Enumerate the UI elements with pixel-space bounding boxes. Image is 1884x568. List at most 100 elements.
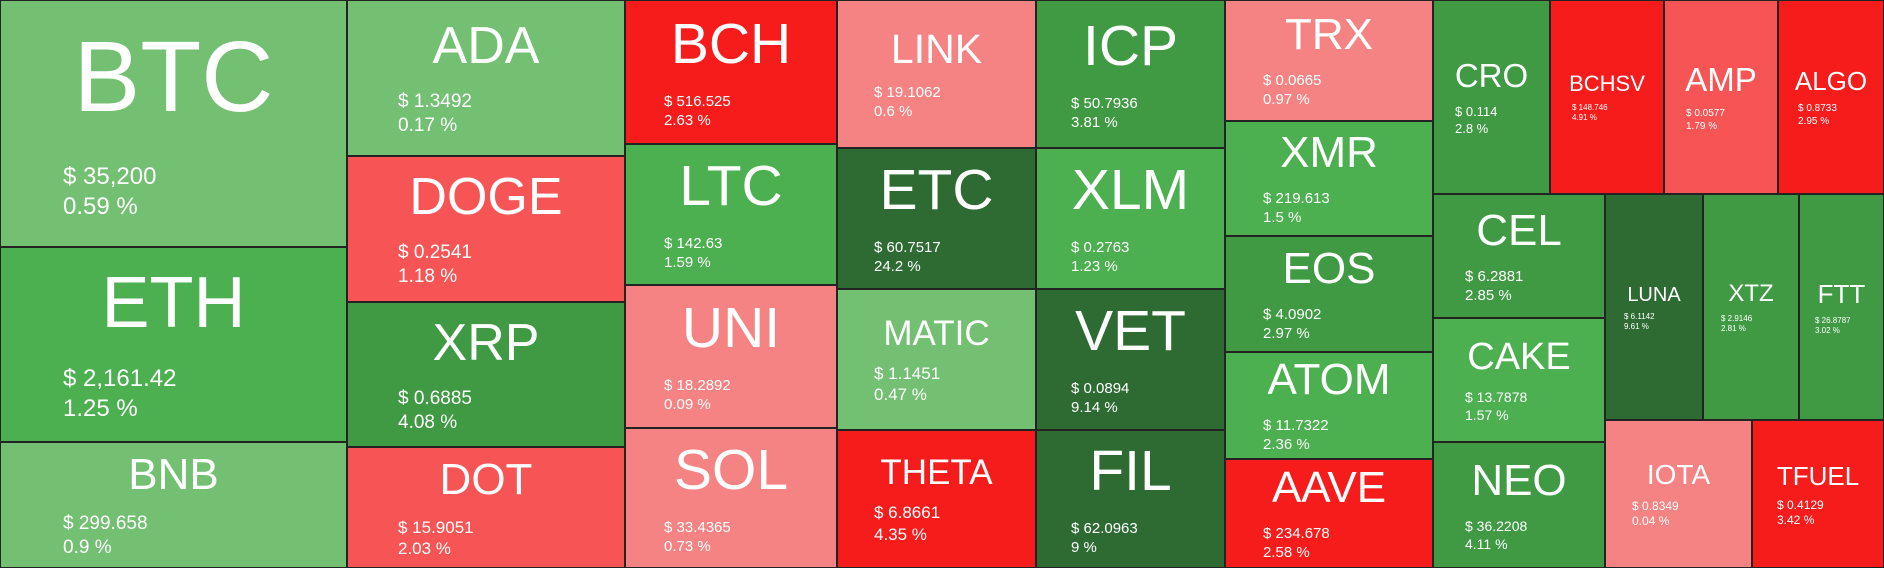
- coin-symbol: XTZ: [1728, 280, 1774, 307]
- tile-icp[interactable]: ICP $ 50.7936 3.81 %: [1036, 0, 1225, 148]
- coin-change: 2.81 %: [1721, 324, 1746, 333]
- tile-eos[interactable]: EOS $ 4.0902 2.97 %: [1225, 236, 1433, 352]
- coin-symbol: LUNA: [1627, 283, 1681, 306]
- coin-change: 9.14 %: [1071, 399, 1118, 416]
- coin-change: 9 %: [1071, 538, 1097, 556]
- coin-change: 2.03 %: [398, 539, 451, 558]
- coin-symbol: BCHSV: [1569, 71, 1645, 96]
- coin-symbol: IOTA: [1646, 459, 1711, 490]
- tile-ada[interactable]: ADA $ 1.3492 0.17 %: [347, 0, 625, 156]
- tile-ltc[interactable]: LTC $ 142.63 1.59 %: [625, 144, 837, 285]
- tile-sol[interactable]: SOL $ 33.4365 0.73 %: [625, 428, 837, 568]
- coin-change: 3.42 %: [1777, 512, 1815, 527]
- coin-symbol: AAVE: [1271, 463, 1387, 513]
- tile-bchsv[interactable]: BCHSV $ 148.746 4.91 %: [1550, 0, 1664, 194]
- coin-price: $ 0.2763: [1071, 239, 1130, 257]
- tile-xtz[interactable]: XTZ $ 2.9146 2.81 %: [1703, 194, 1799, 420]
- tile-theta[interactable]: THETA $ 6.8661 4.35 %: [837, 430, 1036, 568]
- coin-price: $ 18.2892: [664, 377, 731, 395]
- tile-neo[interactable]: NEO $ 36.2208 4.11 %: [1433, 442, 1605, 568]
- coin-symbol: BNB: [128, 449, 219, 499]
- coin-change: 1.57 %: [1465, 406, 1509, 423]
- coin-symbol: EOS: [1282, 243, 1376, 293]
- tile-doge[interactable]: DOGE $ 0.2541 1.18 %: [347, 156, 625, 302]
- coin-symbol: ADA: [432, 17, 540, 76]
- coin-symbol: TFUEL: [1776, 460, 1860, 491]
- tile-ftt[interactable]: FTT $ 26.8787 3.02 %: [1799, 194, 1884, 420]
- coin-price: $ 11.7322: [1263, 417, 1329, 435]
- coin-change: 2.95 %: [1798, 115, 1830, 127]
- coin-symbol: CRO: [1454, 57, 1529, 95]
- coin-price: $ 33.4365: [664, 518, 731, 536]
- coin-symbol: NEO: [1471, 456, 1567, 505]
- coin-change: 0.9 %: [63, 536, 112, 558]
- tile-aave[interactable]: AAVE $ 234.678 2.58 %: [1225, 459, 1433, 568]
- coin-change: 3.02 %: [1815, 325, 1840, 335]
- coin-change: 2.63 %: [664, 111, 711, 129]
- coin-price: $ 0.6885: [398, 387, 472, 409]
- coin-symbol: XMR: [1280, 128, 1378, 178]
- coin-symbol: CAKE: [1467, 336, 1571, 378]
- tile-xmr[interactable]: XMR $ 219.613 1.5 %: [1225, 121, 1433, 236]
- coin-price: $ 148.746: [1572, 103, 1608, 112]
- coin-symbol: LTC: [679, 154, 783, 219]
- coin-price: $ 0.0577: [1686, 108, 1725, 119]
- coin-price: $ 19.1062: [874, 83, 941, 101]
- coin-symbol: TRX: [1285, 10, 1373, 60]
- tile-trx[interactable]: TRX $ 0.0665 0.97 %: [1225, 0, 1433, 121]
- coin-symbol: ATOM: [1267, 355, 1391, 405]
- coin-symbol: SOL: [673, 437, 789, 502]
- coin-price: $ 1.3492: [398, 91, 472, 113]
- coin-price: $ 50.7936: [1071, 94, 1138, 112]
- tile-eth[interactable]: ETH $ 2,161.42 1.25 %: [0, 247, 347, 442]
- coin-change: 3.81 %: [1071, 113, 1118, 131]
- coin-price: $ 0.114: [1455, 104, 1498, 120]
- coin-symbol: BTC: [73, 21, 274, 133]
- coin-symbol: ICP: [1082, 13, 1179, 78]
- coin-price: $ 0.2541: [398, 242, 472, 264]
- tile-cro[interactable]: CRO $ 0.114 2.8 %: [1433, 0, 1550, 194]
- tile-tfuel[interactable]: TFUEL $ 0.4129 3.42 %: [1752, 420, 1884, 568]
- coin-symbol: FTT: [1817, 278, 1866, 309]
- coin-price: $ 26.8787: [1815, 315, 1851, 325]
- coin-price: $ 1.1451: [874, 363, 941, 383]
- coin-price: $ 2,161.42: [63, 365, 177, 392]
- coin-change: 0.47 %: [874, 385, 927, 404]
- tile-fil[interactable]: FIL $ 62.0963 9 %: [1036, 430, 1225, 568]
- coin-change: 1.23 %: [1071, 258, 1118, 275]
- tile-algo[interactable]: ALGO $ 0.8733 2.95 %: [1778, 0, 1884, 194]
- tile-atom[interactable]: ATOM $ 11.7322 2.36 %: [1225, 352, 1433, 459]
- coin-change: 4.08 %: [398, 411, 458, 433]
- coin-change: 0.17 %: [398, 115, 458, 136]
- tile-xrp[interactable]: XRP $ 0.6885 4.08 %: [347, 302, 625, 447]
- coin-symbol: ETH: [101, 263, 246, 343]
- tile-vet[interactable]: VET $ 0.0894 9.14 %: [1036, 289, 1225, 430]
- coin-change: 1.79 %: [1686, 120, 1718, 132]
- tile-cake[interactable]: CAKE $ 13.7878 1.57 %: [1433, 318, 1605, 442]
- coin-change: 0.04 %: [1632, 514, 1670, 528]
- coin-symbol: ALGO: [1794, 66, 1868, 96]
- coin-symbol: AMP: [1685, 61, 1757, 98]
- tile-iota[interactable]: IOTA $ 0.8349 0.04 %: [1605, 420, 1752, 568]
- coin-change: 2.36 %: [1263, 436, 1310, 453]
- tile-xlm[interactable]: XLM $ 0.2763 1.23 %: [1036, 148, 1225, 289]
- tile-dot[interactable]: DOT $ 15.9051 2.03 %: [347, 447, 625, 568]
- tile-luna[interactable]: LUNA $ 6.1142 9.61 %: [1605, 194, 1703, 420]
- coin-symbol: LINK: [890, 25, 983, 72]
- tile-amp[interactable]: AMP $ 0.0577 1.79 %: [1664, 0, 1778, 194]
- tile-etc[interactable]: ETC $ 60.7517 24.2 %: [837, 148, 1036, 289]
- tile-uni[interactable]: UNI $ 18.2892 0.09 %: [625, 285, 837, 428]
- tile-matic[interactable]: MATIC $ 1.1451 0.47 %: [837, 289, 1036, 430]
- coin-price: $ 0.8349: [1632, 499, 1679, 513]
- tile-bnb[interactable]: BNB $ 299.658 0.9 %: [0, 442, 347, 568]
- coin-symbol: ETC: [879, 158, 994, 223]
- tile-btc[interactable]: BTC $ 35,200 0.59 %: [0, 0, 347, 247]
- tile-cel[interactable]: CEL $ 6.2881 2.85 %: [1433, 194, 1605, 318]
- coin-symbol: UNI: [681, 296, 781, 361]
- tile-bch[interactable]: BCH $ 516.525 2.63 %: [625, 0, 837, 144]
- tile-link[interactable]: LINK $ 19.1062 0.6 %: [837, 0, 1036, 148]
- coin-symbol: DOGE: [409, 168, 563, 227]
- coin-change: 4.91 %: [1572, 113, 1597, 122]
- coin-symbol: BCH: [670, 11, 792, 76]
